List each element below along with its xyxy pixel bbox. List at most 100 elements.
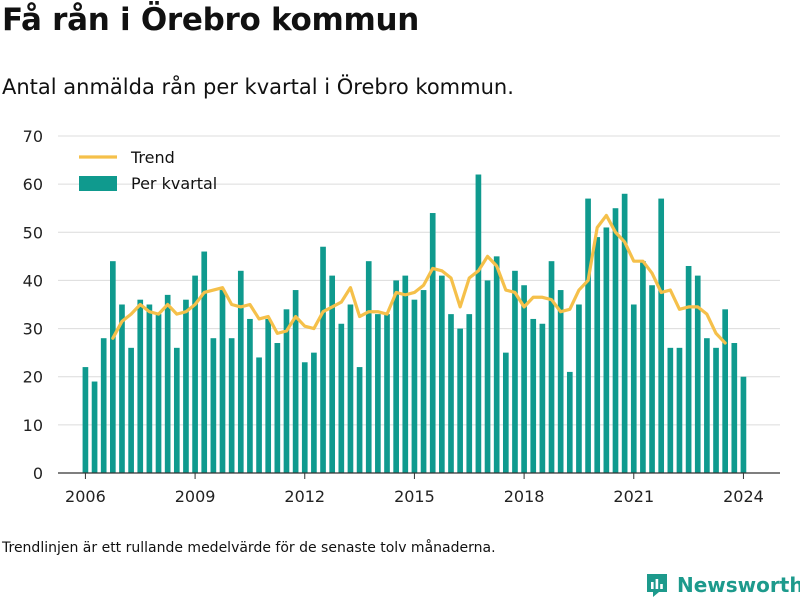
x-tick-label: 2015: [394, 487, 435, 506]
axes: 0 10 20 30 40 50 60 70 2006 2009 2012 2015 2018 2021 2…: [23, 127, 780, 506]
bar: [128, 347, 134, 473]
x-tick-label: 2009: [175, 487, 216, 506]
bar: [676, 347, 683, 473]
y-tick-label: 30: [23, 320, 43, 339]
bar: [731, 343, 738, 473]
bar: [621, 193, 628, 473]
y-tick-label: 70: [23, 127, 43, 146]
bar: [576, 304, 582, 473]
bar: [475, 174, 482, 473]
bar: [557, 290, 564, 473]
y-tick-label: 0: [33, 464, 43, 483]
bar: [82, 367, 89, 473]
bar: [265, 318, 272, 473]
bar: [484, 280, 491, 473]
bar: [137, 299, 144, 473]
bar: [594, 237, 601, 473]
bar: [311, 352, 317, 473]
bar: [192, 275, 198, 473]
bar: [521, 285, 527, 473]
bar: [612, 208, 619, 473]
bar: [667, 347, 674, 473]
bar: [502, 352, 509, 473]
bar: [91, 381, 98, 473]
bar: [183, 299, 189, 473]
bar: [658, 198, 665, 474]
legend: Trend Per kvartal: [79, 148, 217, 193]
legend-bar-swatch: [79, 176, 117, 191]
bar: [155, 314, 162, 473]
bar: [201, 251, 208, 473]
y-tick-label: 40: [23, 271, 43, 290]
bar: [110, 261, 116, 473]
x-tick-label: 2021: [613, 487, 654, 506]
bar: [649, 285, 655, 473]
trend-series: [111, 213, 727, 345]
bar: [210, 338, 217, 473]
bar: [694, 275, 701, 473]
bar: [603, 227, 610, 473]
bar: [384, 314, 390, 473]
bar: [274, 343, 281, 473]
bar: [530, 318, 537, 473]
bar: [146, 304, 153, 473]
bar: [420, 290, 427, 473]
y-tick-label: 20: [23, 368, 43, 387]
x-tick-label: 2024: [723, 487, 764, 506]
bar: [283, 309, 290, 473]
brand-logo: Newsworthy: [645, 570, 800, 600]
bar-series: [82, 174, 747, 474]
bar: [466, 314, 473, 473]
bar: [512, 270, 518, 473]
bar: [237, 270, 244, 473]
bar: [457, 328, 463, 473]
bar: [338, 323, 345, 473]
footnote: Trendlinjen är ett rullande medelvärde f…: [2, 540, 496, 556]
bar: [365, 261, 372, 473]
bar: [585, 198, 591, 474]
legend-trend-label: Trend: [130, 148, 175, 167]
bar: [256, 357, 262, 473]
bar: [429, 213, 436, 473]
bar: [228, 338, 235, 473]
bar: [100, 338, 107, 473]
bar: [119, 304, 125, 473]
bar: [740, 376, 747, 473]
bar: [493, 256, 500, 473]
bar: [356, 367, 363, 473]
chart-title: Få rån i Örebro kommun: [2, 2, 420, 38]
bar: [320, 246, 326, 473]
bar: [347, 304, 354, 473]
bar: [375, 314, 381, 473]
trend-line: [111, 213, 727, 345]
x-tick-label: 2012: [284, 487, 325, 506]
x-tick-label: 2006: [65, 487, 106, 506]
y-tick-label: 10: [23, 416, 43, 435]
bar: [173, 347, 180, 473]
bar: [539, 323, 546, 473]
bar: [448, 314, 454, 473]
bar: [329, 275, 336, 473]
bar: [548, 261, 555, 473]
bar: [630, 304, 637, 473]
bar: [247, 318, 253, 473]
chart-subtitle: Antal anmälda rån per kvartal i Örebro k…: [2, 75, 514, 99]
bar: [566, 371, 573, 473]
bar-chart-logo-icon: [647, 574, 667, 597]
bar: [393, 280, 399, 473]
bar: [164, 294, 171, 473]
legend-bar-label: Per kvartal: [131, 174, 217, 193]
x-tick-label: 2018: [504, 487, 545, 506]
y-tick-label: 60: [23, 175, 43, 194]
bar: [704, 338, 710, 473]
bar: [301, 362, 308, 473]
bar: [411, 299, 418, 473]
bar: [439, 275, 445, 473]
bar: [640, 261, 646, 473]
bar: [292, 290, 299, 473]
brand-name: Newsworthy: [677, 573, 800, 597]
bar: [219, 290, 226, 473]
bar: [722, 309, 728, 473]
bar: [713, 347, 719, 473]
